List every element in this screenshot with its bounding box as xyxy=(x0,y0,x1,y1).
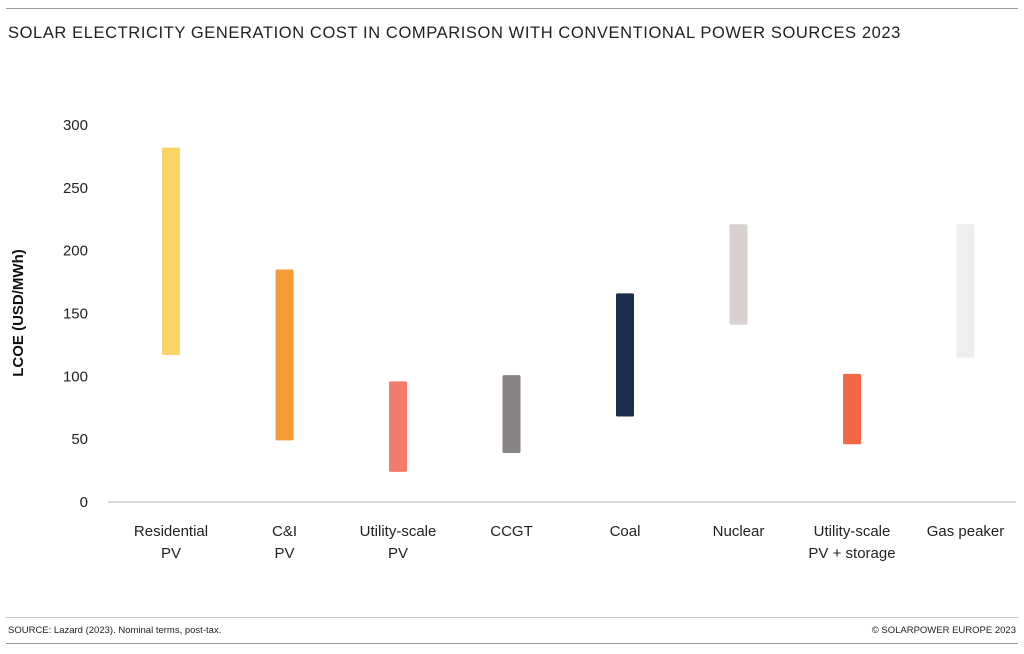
y-tick-label: 50 xyxy=(71,431,88,448)
category-label: Nuclear xyxy=(713,523,765,540)
y-tick-label: 150 xyxy=(63,306,88,323)
range-bar xyxy=(729,224,748,325)
category-label-line: Residential xyxy=(134,523,208,540)
range-bar xyxy=(275,269,294,441)
footer-rule xyxy=(6,617,1018,618)
range-bar xyxy=(162,147,180,355)
category-label: Utility-scale PV + storage xyxy=(808,523,895,562)
y-tick-label: 300 xyxy=(63,117,88,134)
y-axis: 0 50 100 150 200 250 300 LCOE (USD/MWh) xyxy=(10,117,1016,511)
category-label-line: Coal xyxy=(610,523,641,540)
category-label: Residential PV xyxy=(134,523,208,562)
category-label-line: CCGT xyxy=(490,523,533,540)
category-label-line: PV xyxy=(161,545,181,562)
category-label: Coal xyxy=(610,523,641,540)
bars xyxy=(162,147,975,472)
category-label: Utility-scale PV xyxy=(360,523,437,562)
bottom-rule xyxy=(6,643,1018,644)
category-label-line: Gas peaker xyxy=(927,523,1005,540)
range-bar-chart: 0 50 100 150 200 250 300 LCOE (USD/MWh) Residen… xyxy=(10,117,1016,562)
range-bar xyxy=(843,373,861,445)
category-label-line: C&I xyxy=(272,523,297,540)
top-rule xyxy=(6,8,1018,9)
range-bar xyxy=(389,381,407,472)
range-bar xyxy=(956,224,975,358)
category-label-line: PV xyxy=(388,545,408,562)
category-label-line: PV + storage xyxy=(808,545,895,562)
y-tick-label: 200 xyxy=(63,243,88,260)
chart-title: SOLAR ELECTRICITY GENERATION COST IN COM… xyxy=(8,24,901,42)
category-label-line: Nuclear xyxy=(713,523,765,540)
category-label: C&I PV xyxy=(272,523,297,562)
category-label: CCGT xyxy=(490,523,533,540)
category-label-line: Utility-scale xyxy=(360,523,437,540)
category-label: Gas peaker xyxy=(927,523,1005,540)
copyright-note: © SOLARPOWER EUROPE 2023 xyxy=(871,625,1016,636)
source-note: SOURCE: Lazard (2023). Nominal terms, po… xyxy=(8,625,222,636)
y-tick-label: 100 xyxy=(63,368,88,385)
range-bar xyxy=(616,293,634,417)
category-label-line: PV xyxy=(274,545,294,562)
range-bar xyxy=(502,375,521,453)
y-tick-label: 0 xyxy=(80,494,88,511)
category-labels: Residential PV C&I PV Utility-scale PV CCGT Coa… xyxy=(134,523,1004,562)
category-label-line: Utility-scale xyxy=(814,523,891,540)
y-tick-label: 250 xyxy=(63,180,88,197)
y-axis-label: LCOE (USD/MWh) xyxy=(10,249,27,376)
